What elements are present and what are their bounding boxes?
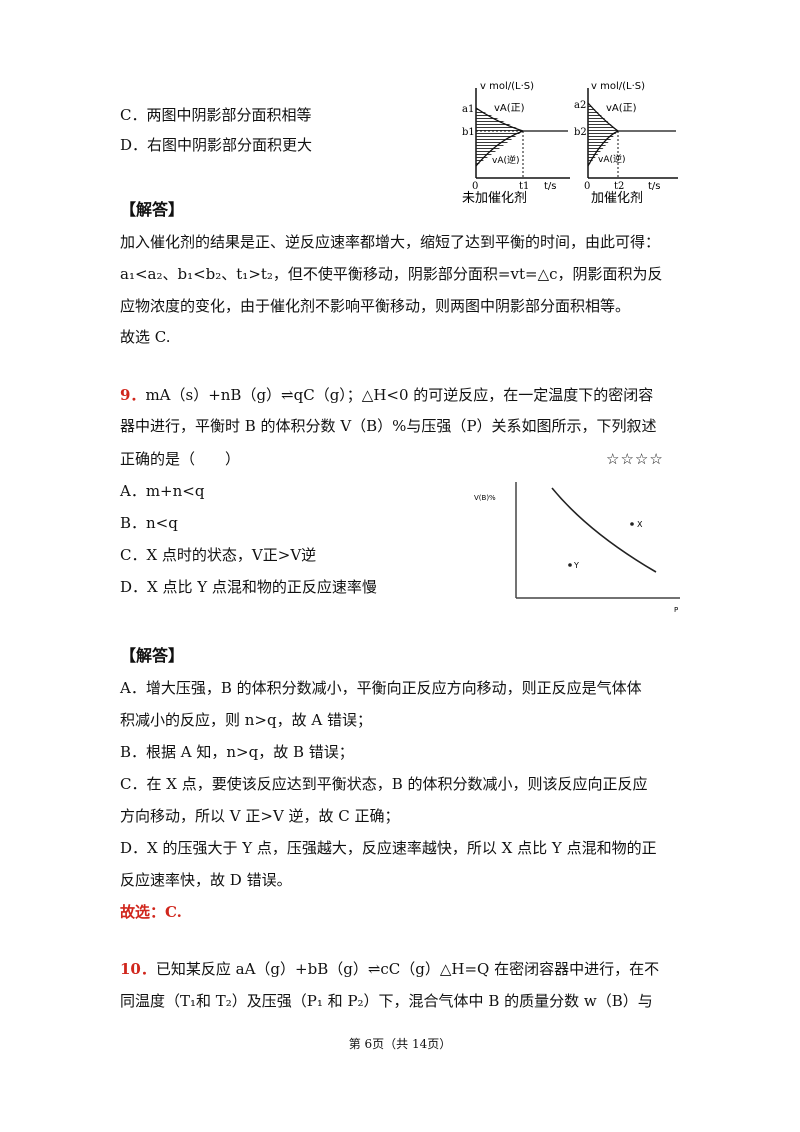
q9-answer-d-line-1: D．X 的压强大于 Y 点，压强越大，反应速率越快，所以 X 点比 Y 点混和物… bbox=[120, 839, 657, 857]
right-caption: 加催化剂 bbox=[591, 191, 643, 203]
q10-stem-line-1: 10．已知某反应 aA（g）+bB（g）⇌cC（g）△H=Q 在密闭容器中进行，… bbox=[120, 959, 659, 979]
forward-rate-label-right: vA(正) bbox=[606, 103, 637, 114]
a1-label: a1 bbox=[462, 104, 474, 115]
q9-stem-line-1: 9．mA（s）+nB（g）⇌qC（g）；△H<0 的可逆反应，在一定温度下的密闭… bbox=[120, 385, 653, 405]
left-panel: v mol/(L·S) a1 b1 vA(正) vA(逆) 0 t1 t/s 未… bbox=[462, 81, 570, 203]
q8-option-d: D．右图中阴影部分面积更大 bbox=[120, 136, 313, 154]
q9-answer-a-line-1: A．增大压强，B 的体积分数减小，平衡向正反应方向移动，则正反应是气体体 bbox=[120, 679, 642, 697]
q9-answer-title: 【解答】 bbox=[120, 646, 185, 665]
q9-option-c: C．X 点时的状态，V正>V逆 bbox=[120, 546, 317, 564]
q8-rate-time-figure: v mol/(L·S) a1 b1 vA(正) vA(逆) 0 t1 t/s 未… bbox=[462, 81, 678, 203]
q10-number: 10． bbox=[120, 960, 156, 978]
q9-stem-text: mA（s）+nB（g）⇌qC（g）；△H<0 的可逆反应，在一定温度下的密闭容 bbox=[145, 386, 654, 404]
curve bbox=[551, 487, 657, 573]
q8-answer-title: 【解答】 bbox=[120, 200, 185, 219]
x-axis-label-right: t/s bbox=[648, 181, 661, 192]
q8-answer-line-4: 故选 C. bbox=[120, 328, 171, 346]
q9-option-a: A．m+n<q bbox=[120, 482, 205, 500]
q9-stem-line-2: 器中进行，平衡时 B 的体积分数 V（B）%与压强（P）关系如图所示，下列叙述 bbox=[120, 417, 657, 435]
y-axis-label: v mol/(L·S) bbox=[480, 81, 534, 92]
q8-answer-line-3: 应物浓度的变化，由于催化剂不影响平衡移动，则两图中阴影部分面积相等。 bbox=[120, 297, 631, 315]
reverse-rate-label-right: vA(逆) bbox=[598, 153, 626, 165]
chart-x-label: P bbox=[674, 606, 678, 614]
q9-final-choice: 故选：C. bbox=[120, 903, 182, 921]
y-axis-label-right: v mol/(L·S) bbox=[591, 81, 645, 92]
b2-label: b2 bbox=[574, 127, 587, 138]
page-footer: 第 6页（共 14页） bbox=[348, 1037, 452, 1051]
left-caption: 未加催化剂 bbox=[462, 191, 527, 203]
origin-label: 0 bbox=[472, 181, 478, 192]
difficulty-stars: ☆☆☆☆ bbox=[606, 450, 664, 468]
q8-answer-line-1: 加入催化剂的结果是正、逆反应速率都增大，缩短了达到平衡的时间，由此可得： bbox=[120, 233, 661, 251]
q9-answer-a-line-2: 积减小的反应，则 n>q，故 A 错误； bbox=[120, 711, 372, 729]
q9-option-d: D．X 点比 Y 点混和物的正反应速率慢 bbox=[120, 578, 377, 596]
q10-stem-text: 已知某反应 aA（g）+bB（g）⇌cC（g）△H=Q 在密闭容器中进行，在不 bbox=[155, 960, 660, 978]
q9-pressure-figure: V(B)% X Y P bbox=[474, 482, 680, 614]
forward-rate-label: vA(正) bbox=[494, 103, 525, 114]
chart-y-label: V(B)% bbox=[474, 494, 496, 502]
q9-option-b: B．n<q bbox=[120, 514, 178, 532]
point-y-marker bbox=[568, 563, 572, 567]
t2-label: t2 bbox=[614, 181, 624, 192]
q9-stem-line-3: 正确的是（ ） bbox=[120, 450, 241, 468]
a2-label: a2 bbox=[574, 100, 586, 111]
t1-label: t1 bbox=[519, 181, 529, 192]
q9-number: 9． bbox=[120, 386, 146, 404]
point-x-label: X bbox=[637, 520, 643, 529]
right-panel: v mol/(L·S) a2 b2 vA(正) vA(逆) 0 t2 t/s 加… bbox=[574, 81, 678, 203]
b1-label: b1 bbox=[462, 127, 475, 138]
origin-label-right: 0 bbox=[584, 181, 590, 192]
q9-answer-d-line-2: 反应速率快，故 D 错误。 bbox=[120, 871, 292, 889]
q8-option-c: C．两图中阴影部分面积相等 bbox=[120, 106, 312, 124]
x-axis-label: t/s bbox=[544, 181, 557, 192]
q9-answer-b: B．根据 A 知，n>q，故 B 错误； bbox=[120, 743, 354, 761]
q10-stem-line-2: 同温度（T₁和 T₂）及压强（P₁ 和 P₂）下，混合气体中 B 的质量分数 w… bbox=[120, 992, 653, 1010]
q9-answer-c-line-1: C．在 X 点，要使该反应达到平衡状态，B 的体积分数减小，则该反应向正反应 bbox=[120, 775, 648, 793]
q8-answer-line-2: a₁<a₂、b₁<b₂、t₁>t₂，但不使平衡移动，阴影部分面积=vt=△c，阴… bbox=[120, 265, 663, 283]
q9-answer-c-line-2: 方向移动，所以 V 正>V 逆，故 C 正确； bbox=[120, 807, 400, 825]
reverse-rate-label: vA(逆) bbox=[492, 154, 520, 166]
point-y-label: Y bbox=[573, 561, 579, 570]
point-x-marker bbox=[630, 522, 634, 526]
